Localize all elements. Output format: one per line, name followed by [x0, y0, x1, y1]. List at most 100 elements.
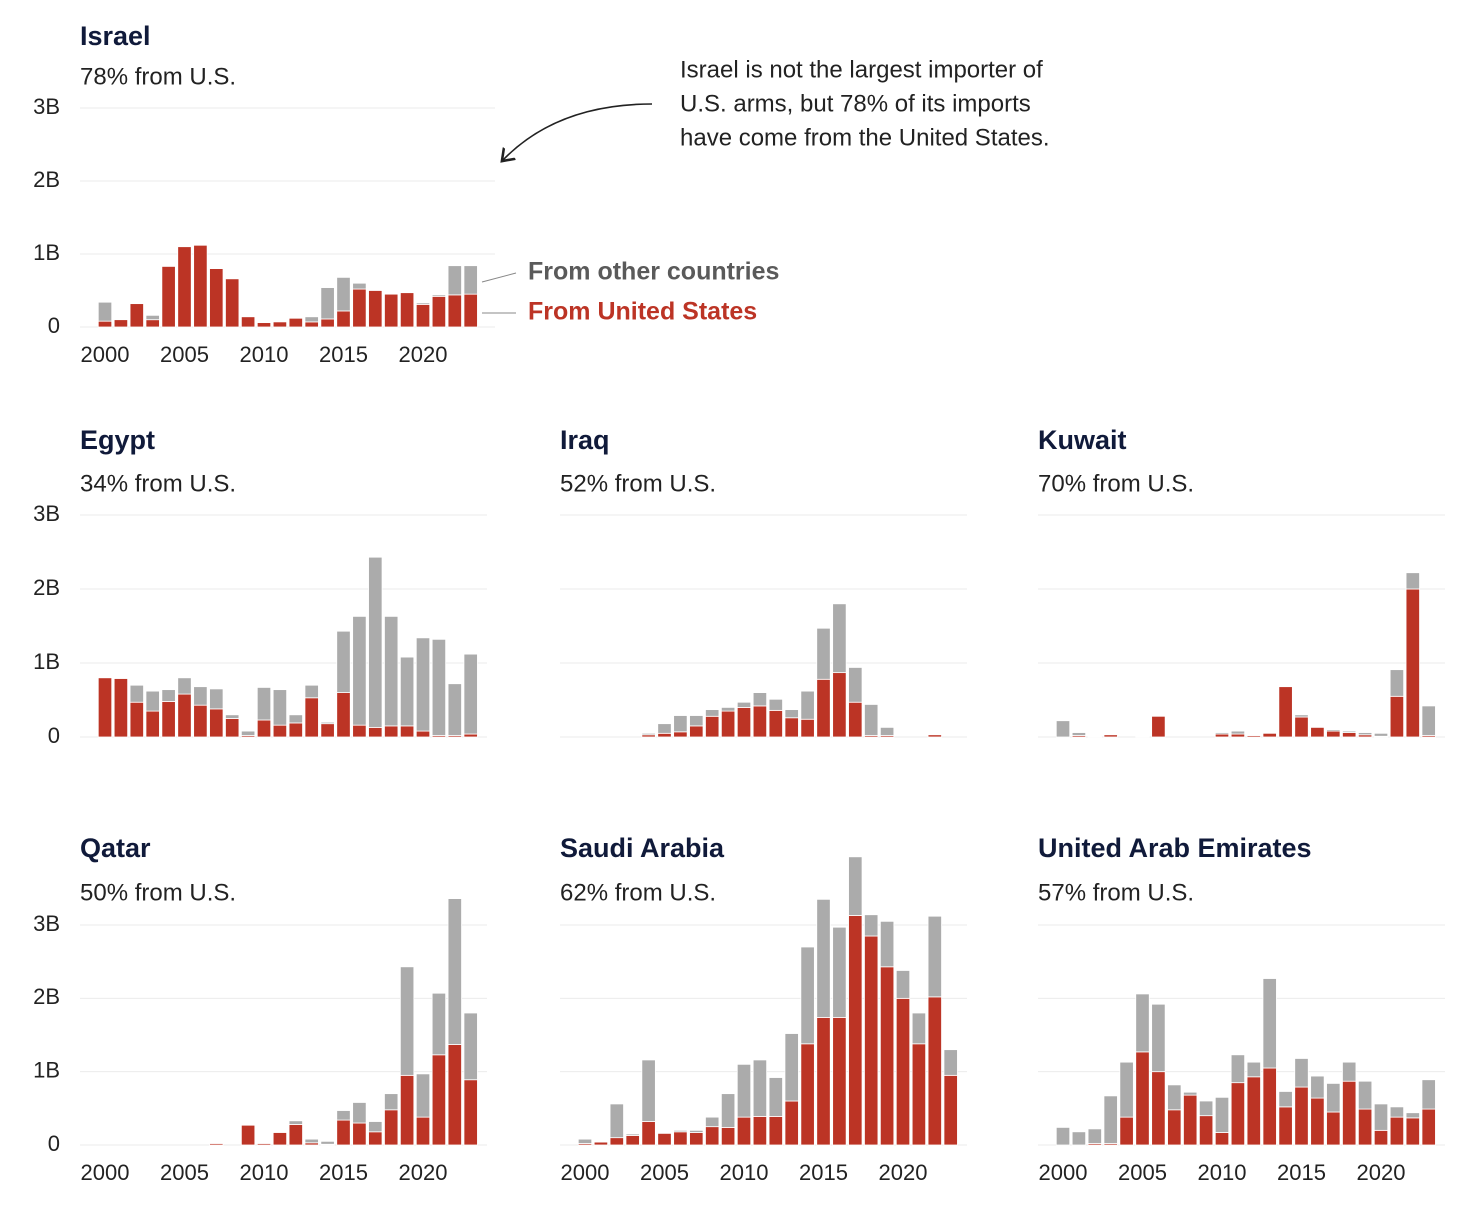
bar-segment [625, 1133, 640, 1136]
bar-segment [673, 731, 688, 738]
bar-segment [352, 282, 367, 290]
bar-segment [832, 672, 847, 738]
x-tick-label: 2015 [1277, 1160, 1326, 1185]
bar-segment [609, 1103, 624, 1139]
bar-segment [720, 1127, 736, 1146]
bar-segment [177, 246, 192, 328]
bar-segment [1214, 733, 1230, 738]
bar-segment [399, 1074, 415, 1146]
bar-segment [720, 710, 736, 738]
bar-segment [368, 556, 383, 728]
bar-segment [288, 722, 303, 738]
y-tick-label: 0 [48, 313, 60, 338]
bar-segment [384, 725, 399, 738]
bar-segment [256, 719, 272, 738]
bar-segment [1135, 735, 1150, 738]
bar-segment [431, 1054, 447, 1146]
bar-segment [943, 1074, 958, 1146]
y-tick-label: 2B [33, 167, 60, 192]
bar-segment [800, 946, 815, 1045]
bar-segment [1342, 730, 1357, 733]
bar-segment [399, 292, 415, 328]
bar-segment [848, 915, 863, 1146]
bar-segment [927, 734, 942, 738]
bar-segment [864, 935, 879, 1146]
bar-segment [415, 1073, 431, 1118]
bar-segment [256, 322, 272, 328]
bar-segment [800, 690, 815, 720]
bar-segment [209, 268, 224, 328]
bar-segment [145, 710, 160, 738]
bar-segment [272, 1132, 288, 1146]
bar-segment [145, 314, 160, 321]
bar-segment [736, 1116, 752, 1146]
bar-segment [1262, 1067, 1277, 1146]
bar-segment [1421, 1108, 1436, 1146]
bar-segment [784, 717, 799, 738]
bar-segment [272, 689, 288, 726]
bar-segment [641, 1121, 656, 1146]
bar-segment [1198, 1115, 1214, 1146]
bar-segment [288, 1124, 303, 1146]
bar-segment [1135, 993, 1150, 1053]
bar-segment [272, 321, 288, 328]
y-tick-label: 3B [33, 911, 60, 936]
bar-segment [705, 1126, 720, 1146]
bar-segment [415, 637, 431, 732]
x-tick-label: 2000 [81, 342, 130, 367]
bar-segment [177, 693, 192, 738]
y-tick-label: 0 [48, 1131, 60, 1156]
bar-segment [864, 914, 879, 937]
bar-segment [368, 726, 383, 738]
bar-segment [736, 1063, 752, 1118]
bar-segment [705, 715, 720, 738]
bar-segment [209, 708, 224, 738]
bar-segment [593, 1140, 609, 1143]
panel-title: Israel [80, 21, 151, 51]
bar-segment [1087, 735, 1102, 737]
bar-segment [225, 278, 240, 328]
bar-segment [720, 707, 736, 712]
bar-segment [1294, 1058, 1309, 1088]
bar-segment [304, 321, 319, 328]
annotation-text: U.S. arms, but 78% of its imports [680, 90, 1031, 117]
bar-segment [1389, 1106, 1405, 1118]
bar-segment [1342, 1080, 1357, 1146]
bar-segment [705, 709, 720, 717]
bar-segment [415, 302, 431, 305]
panel-subtitle: 57% from U.S. [1038, 879, 1194, 906]
bar-segment [399, 656, 415, 727]
panel-subtitle: 50% from U.S. [80, 879, 236, 906]
bar-segment [304, 697, 319, 738]
bar-segment [1119, 1116, 1134, 1146]
bar-segment [927, 996, 942, 1146]
bar-segment [1326, 729, 1341, 732]
bar-segment [625, 1135, 640, 1146]
bar-segment [320, 318, 335, 328]
bar-segment [129, 303, 144, 328]
bar-segment [240, 730, 256, 736]
bar-segment [209, 688, 224, 710]
bar-segment [463, 1012, 478, 1081]
bar-segment [1421, 1079, 1436, 1110]
bar-segment [1167, 1109, 1182, 1146]
bar-segment [784, 709, 799, 719]
bar-segment [1357, 732, 1373, 736]
y-tick-label: 1B [33, 649, 60, 674]
bar-segment [1119, 1061, 1134, 1118]
y-tick-label: 2B [33, 984, 60, 1009]
x-tick-label: 2010 [240, 1160, 289, 1185]
bar-segment [1230, 733, 1246, 738]
bar-segment [1071, 732, 1087, 736]
panel-subtitle: 34% from U.S. [80, 470, 236, 497]
x-tick-label: 2000 [81, 1160, 130, 1185]
bar-segment [113, 678, 129, 738]
bar-segment [577, 1138, 593, 1144]
bar-segment [1135, 1051, 1150, 1146]
bar-segment [1246, 734, 1261, 736]
bar-segment [304, 684, 319, 699]
bar-segment [879, 920, 895, 968]
bar-segment [240, 1124, 256, 1146]
bar-segment [768, 1077, 783, 1117]
